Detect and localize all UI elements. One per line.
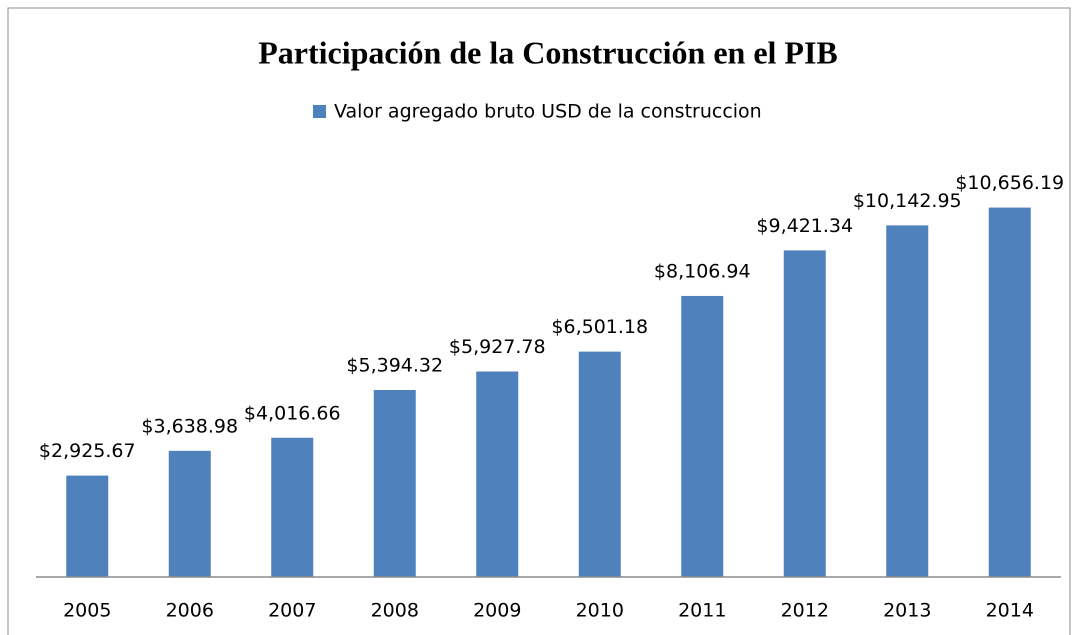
bar — [271, 437, 314, 577]
value-label: $9,421.34 — [756, 215, 853, 237]
value-label: $5,394.32 — [346, 354, 443, 376]
value-label: $10,656.19 — [955, 172, 1064, 194]
legend-label: Valor agregado bruto USD de la construcc… — [334, 101, 762, 123]
legend-swatch — [313, 105, 326, 118]
value-label: $8,106.94 — [654, 260, 751, 282]
bar — [66, 475, 109, 577]
bar — [476, 371, 519, 577]
value-label: $2,925.67 — [39, 440, 136, 462]
value-label: $10,142.95 — [853, 190, 962, 212]
x-tick-label: 2014 — [986, 600, 1034, 622]
x-tick-label: 2006 — [166, 600, 214, 622]
value-label: $6,501.18 — [551, 316, 648, 338]
x-tick-label: 2008 — [371, 600, 419, 622]
value-label: $5,927.78 — [449, 336, 546, 358]
bar — [783, 250, 826, 577]
chart-title: Participación de la Construcción en el P… — [258, 34, 838, 70]
x-tick-label: 2009 — [473, 600, 521, 622]
bar — [168, 450, 211, 577]
value-label: $3,638.98 — [141, 415, 238, 437]
x-tick-label: 2010 — [576, 600, 624, 622]
x-tick-label: 2011 — [678, 600, 726, 622]
bar — [681, 295, 724, 577]
bar — [578, 351, 621, 577]
value-label: $4,016.66 — [244, 402, 341, 424]
bar — [886, 225, 929, 577]
bar — [988, 207, 1031, 577]
bar — [373, 389, 416, 577]
x-tick-label: 2007 — [268, 600, 316, 622]
x-tick-label: 2013 — [883, 600, 931, 622]
x-tick-label: 2005 — [63, 600, 111, 622]
x-tick-label: 2012 — [781, 600, 829, 622]
